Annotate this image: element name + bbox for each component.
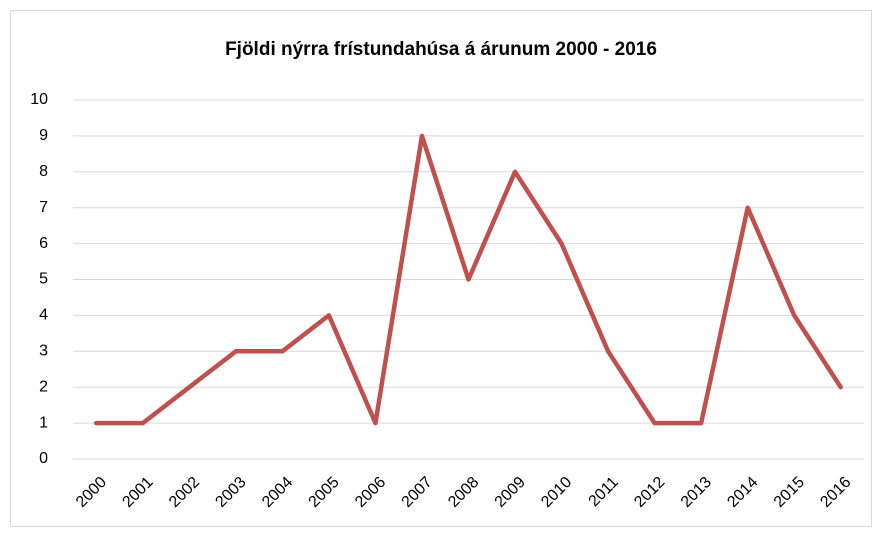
y-tick-label: 1 xyxy=(39,414,48,431)
chart-title: Fjöldi nýrra frístundahúsa á árunum 2000… xyxy=(225,39,657,60)
y-tick-label: 8 xyxy=(39,163,48,180)
chart-border xyxy=(10,10,872,527)
y-tick-label: 7 xyxy=(39,199,48,216)
y-tick-label: 4 xyxy=(39,307,48,324)
y-tick-label: 2 xyxy=(39,378,48,395)
y-tick-label: 9 xyxy=(39,127,48,144)
y-tick-label: 10 xyxy=(30,91,48,108)
data-line xyxy=(94,133,843,426)
y-tick-label: 3 xyxy=(39,343,48,360)
y-tick-label: 6 xyxy=(39,235,48,252)
y-tick-label: 0 xyxy=(39,450,48,467)
y-tick-label: 5 xyxy=(39,271,48,288)
